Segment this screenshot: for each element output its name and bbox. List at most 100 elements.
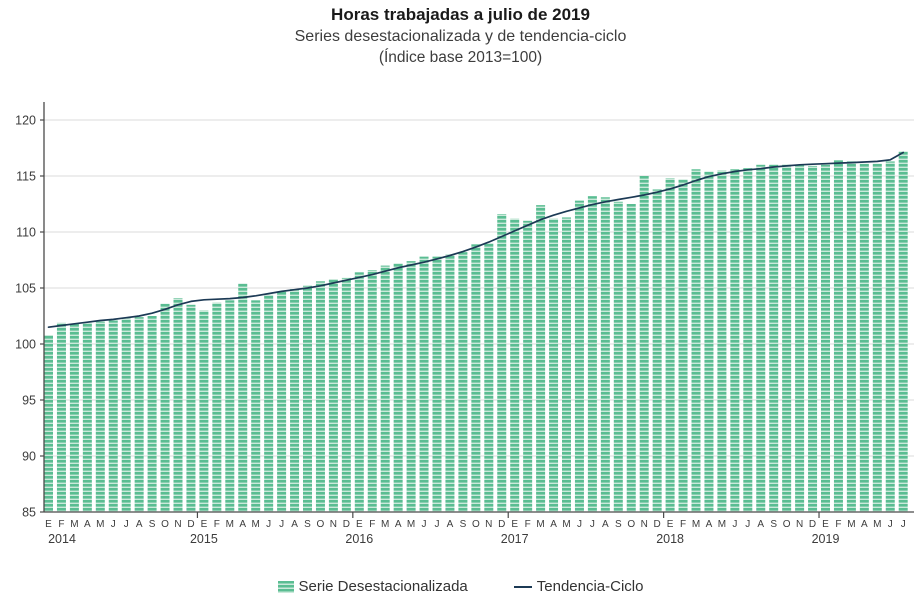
x-month-label-30: J — [435, 519, 440, 530]
legend-item-trend-cycle: Tendencia-Ciclo — [513, 578, 644, 595]
x-month-label-8: S — [149, 519, 156, 530]
x-month-label-6: J — [124, 519, 129, 530]
x-month-label-25: F — [369, 519, 375, 530]
legend-bar-label: Serie Desestacionalizada — [298, 578, 468, 595]
chart-base-index-note: (Índice base 2013=100) — [378, 48, 543, 66]
y-tick-label-115: 115 — [16, 170, 36, 184]
legend: Serie Desestacionalizada Tendencia-Ciclo — [0, 578, 921, 595]
x-month-label-58: N — [796, 519, 803, 530]
bar-month-55 — [756, 164, 766, 513]
x-month-label-36: E — [511, 519, 518, 530]
x-month-label-0: E — [45, 519, 52, 530]
x-month-label-7: A — [136, 519, 143, 530]
bar-month-65 — [885, 161, 895, 512]
bar-month-19 — [290, 289, 300, 512]
year-label-2018: 2018 — [656, 532, 684, 546]
bar-month-29 — [419, 256, 429, 512]
bar-month-44 — [613, 201, 623, 512]
x-month-label-49: F — [680, 519, 686, 530]
bar-month-43 — [600, 197, 610, 512]
y-tick-label-120: 120 — [15, 114, 36, 128]
x-month-label-20: S — [304, 519, 311, 530]
x-month-label-22: N — [330, 519, 337, 530]
bar-month-30 — [432, 256, 442, 512]
x-month-label-43: A — [602, 519, 609, 530]
bar-month-41 — [574, 200, 584, 512]
bar-month-64 — [872, 163, 882, 512]
x-month-label-40: M — [562, 519, 570, 530]
bar-month-3 — [82, 322, 92, 512]
x-month-label-52: M — [718, 519, 726, 530]
y-tick-label-110: 110 — [16, 226, 36, 240]
year-label-2019: 2019 — [812, 532, 840, 546]
x-month-label-64: M — [873, 519, 881, 530]
bar-month-60 — [821, 164, 830, 513]
x-month-label-18: J — [279, 519, 284, 530]
x-month-label-10: N — [174, 519, 181, 530]
bar-month-16 — [251, 300, 261, 512]
bar-month-7 — [134, 317, 144, 512]
y-tick-label-105: 105 — [15, 282, 36, 296]
x-month-label-45: O — [627, 519, 635, 530]
year-label-2015: 2015 — [190, 532, 218, 546]
bar-month-42 — [587, 196, 597, 512]
year-label-2017: 2017 — [501, 532, 529, 546]
x-month-label-48: E — [667, 519, 674, 530]
x-month-label-4: M — [96, 519, 104, 530]
bar-month-15 — [238, 283, 248, 512]
bar-month-53 — [730, 169, 740, 512]
chart-title: Horas trabajadas a julio de 2019 — [331, 5, 590, 24]
bar-month-48 — [665, 178, 675, 512]
bar-month-34 — [484, 243, 494, 512]
x-month-label-63: A — [861, 519, 868, 530]
x-month-label-56: S — [770, 519, 777, 530]
bar-month-63 — [859, 163, 869, 512]
year-label-2014: 2014 — [48, 532, 76, 546]
bar-month-59 — [808, 165, 818, 513]
line-series-dash-icon — [513, 585, 532, 588]
x-month-label-23: D — [343, 519, 350, 530]
bar-month-24 — [354, 272, 364, 512]
bar-month-52 — [717, 170, 727, 512]
bar-month-57 — [782, 164, 792, 513]
bar-month-22 — [328, 279, 338, 512]
bar-month-28 — [406, 261, 416, 512]
bar-month-4 — [95, 321, 105, 512]
bar-month-51 — [704, 171, 714, 512]
x-month-label-24: E — [356, 519, 363, 530]
plot-area: 85 90 95 100 105 110 115 120 E F M A M J J A S O N D E F M A M J J… — [0, 88, 921, 566]
x-month-label-46: N — [641, 519, 648, 530]
x-month-label-60: E — [822, 519, 829, 530]
x-month-label-11: D — [187, 519, 194, 530]
bar-month-40 — [562, 217, 571, 512]
x-month-label-41: J — [577, 519, 582, 530]
bar-month-26 — [380, 265, 390, 512]
bar-month-61 — [833, 160, 843, 512]
x-month-label-61: F — [835, 519, 841, 530]
bar-month-20 — [303, 285, 312, 512]
x-month-label-54: J — [745, 519, 750, 530]
bar-month-0 — [44, 335, 53, 512]
bar-month-50 — [691, 169, 701, 512]
x-month-label-35: D — [498, 519, 505, 530]
x-month-label-29: J — [422, 519, 427, 530]
x-month-label-19: A — [291, 519, 298, 530]
bar-month-11 — [186, 304, 196, 512]
bar-month-38 — [536, 205, 546, 512]
x-month-label-55: A — [757, 519, 764, 530]
x-month-label-34: N — [485, 519, 492, 530]
bar-month-37 — [523, 220, 533, 513]
y-tick-label-95: 95 — [22, 394, 36, 408]
chart-subtitle: Series desestacionalizada y de tendencia… — [294, 28, 627, 46]
bar-month-58 — [795, 164, 805, 513]
y-tick-label-85: 85 — [22, 506, 36, 520]
x-month-label-2: M — [70, 519, 78, 530]
trend-cycle-line — [47, 151, 905, 329]
bar-month-47 — [652, 189, 662, 512]
bar-month-12 — [199, 310, 209, 512]
bar-month-46 — [639, 176, 649, 512]
bar-month-32 — [458, 252, 468, 512]
x-month-label-3: A — [84, 519, 91, 530]
x-month-label-17: J — [266, 519, 271, 530]
